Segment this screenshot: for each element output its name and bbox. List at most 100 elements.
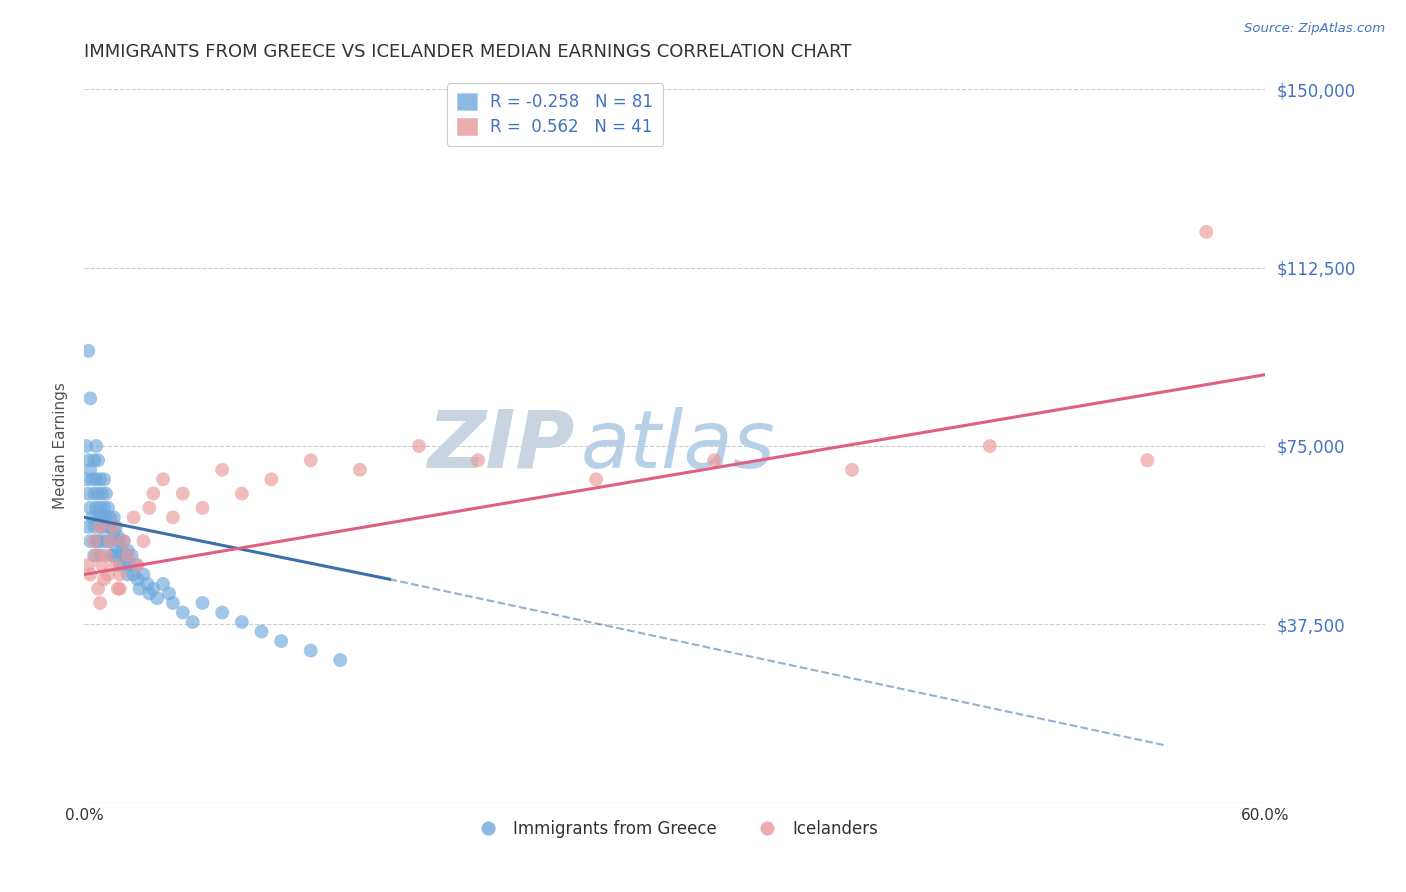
Point: [132, 567, 155, 582]
Point: [89, 472, 111, 486]
Point: [79, 534, 101, 549]
Point: [91, 534, 114, 549]
Point: [93, 472, 115, 486]
Point: [84, 534, 107, 549]
Point: [94, 486, 117, 500]
Point: [89, 500, 111, 515]
Point: [231, 615, 253, 629]
Point: [152, 577, 174, 591]
Point: [89, 520, 111, 534]
Point: [162, 510, 184, 524]
Point: [77, 520, 100, 534]
Text: ZIP: ZIP: [427, 407, 575, 485]
Point: [94, 534, 117, 549]
Point: [104, 520, 127, 534]
Point: [75, 439, 97, 453]
Point: [117, 567, 139, 582]
Point: [157, 586, 180, 600]
Point: [103, 510, 125, 524]
Point: [299, 453, 322, 467]
Point: [87, 534, 110, 549]
Point: [97, 500, 120, 515]
Point: [211, 463, 233, 477]
Point: [75, 472, 97, 486]
Point: [467, 453, 489, 467]
Point: [84, 439, 107, 453]
Point: [172, 606, 194, 620]
Point: [111, 543, 134, 558]
Point: [84, 472, 107, 486]
Point: [97, 567, 120, 582]
Point: [260, 472, 283, 486]
Point: [1195, 225, 1218, 239]
Point: [93, 572, 115, 586]
Point: [122, 567, 145, 582]
Point: [83, 520, 105, 534]
Point: [138, 500, 160, 515]
Point: [250, 624, 273, 639]
Point: [117, 549, 139, 563]
Legend: Immigrants from Greece, Icelanders: Immigrants from Greece, Icelanders: [465, 814, 884, 845]
Point: [101, 520, 124, 534]
Point: [94, 549, 117, 563]
Point: [87, 582, 110, 596]
Point: [108, 558, 131, 572]
Point: [122, 510, 145, 524]
Point: [104, 539, 127, 553]
Point: [83, 549, 105, 563]
Point: [231, 486, 253, 500]
Point: [91, 558, 114, 572]
Point: [107, 549, 129, 563]
Point: [104, 558, 127, 572]
Point: [91, 486, 114, 500]
Point: [841, 463, 863, 477]
Point: [89, 549, 111, 563]
Point: [89, 596, 111, 610]
Point: [127, 572, 149, 586]
Point: [84, 549, 107, 563]
Point: [132, 534, 155, 549]
Point: [93, 500, 115, 515]
Point: [138, 586, 160, 600]
Point: [299, 643, 322, 657]
Point: [112, 534, 135, 549]
Point: [191, 596, 214, 610]
Point: [408, 439, 430, 453]
Point: [89, 520, 111, 534]
Point: [91, 510, 114, 524]
Text: IMMIGRANTS FROM GREECE VS ICELANDER MEDIAN EARNINGS CORRELATION CHART: IMMIGRANTS FROM GREECE VS ICELANDER MEDI…: [84, 43, 852, 61]
Point: [98, 534, 121, 549]
Point: [77, 486, 100, 500]
Text: Source: ZipAtlas.com: Source: ZipAtlas.com: [1244, 22, 1385, 36]
Point: [87, 486, 110, 500]
Point: [979, 439, 1001, 453]
Point: [585, 472, 607, 486]
Point: [270, 634, 292, 648]
Point: [162, 596, 184, 610]
Point: [77, 453, 100, 467]
Point: [142, 582, 165, 596]
Point: [107, 529, 129, 543]
Point: [79, 567, 101, 582]
Point: [136, 577, 159, 591]
Point: [103, 520, 125, 534]
Point: [97, 520, 120, 534]
Point: [84, 500, 107, 515]
Point: [703, 453, 725, 467]
Point: [87, 510, 110, 524]
Point: [152, 472, 174, 486]
Point: [211, 606, 233, 620]
Point: [83, 534, 105, 549]
Point: [108, 567, 131, 582]
Point: [108, 534, 131, 549]
Point: [114, 549, 136, 563]
Point: [83, 453, 105, 467]
Y-axis label: Median Earnings: Median Earnings: [53, 383, 69, 509]
Point: [349, 463, 371, 477]
Point: [79, 392, 101, 406]
Point: [181, 615, 204, 629]
Point: [112, 558, 135, 572]
Point: [172, 486, 194, 500]
Text: atlas: atlas: [581, 407, 775, 485]
Point: [127, 558, 149, 572]
